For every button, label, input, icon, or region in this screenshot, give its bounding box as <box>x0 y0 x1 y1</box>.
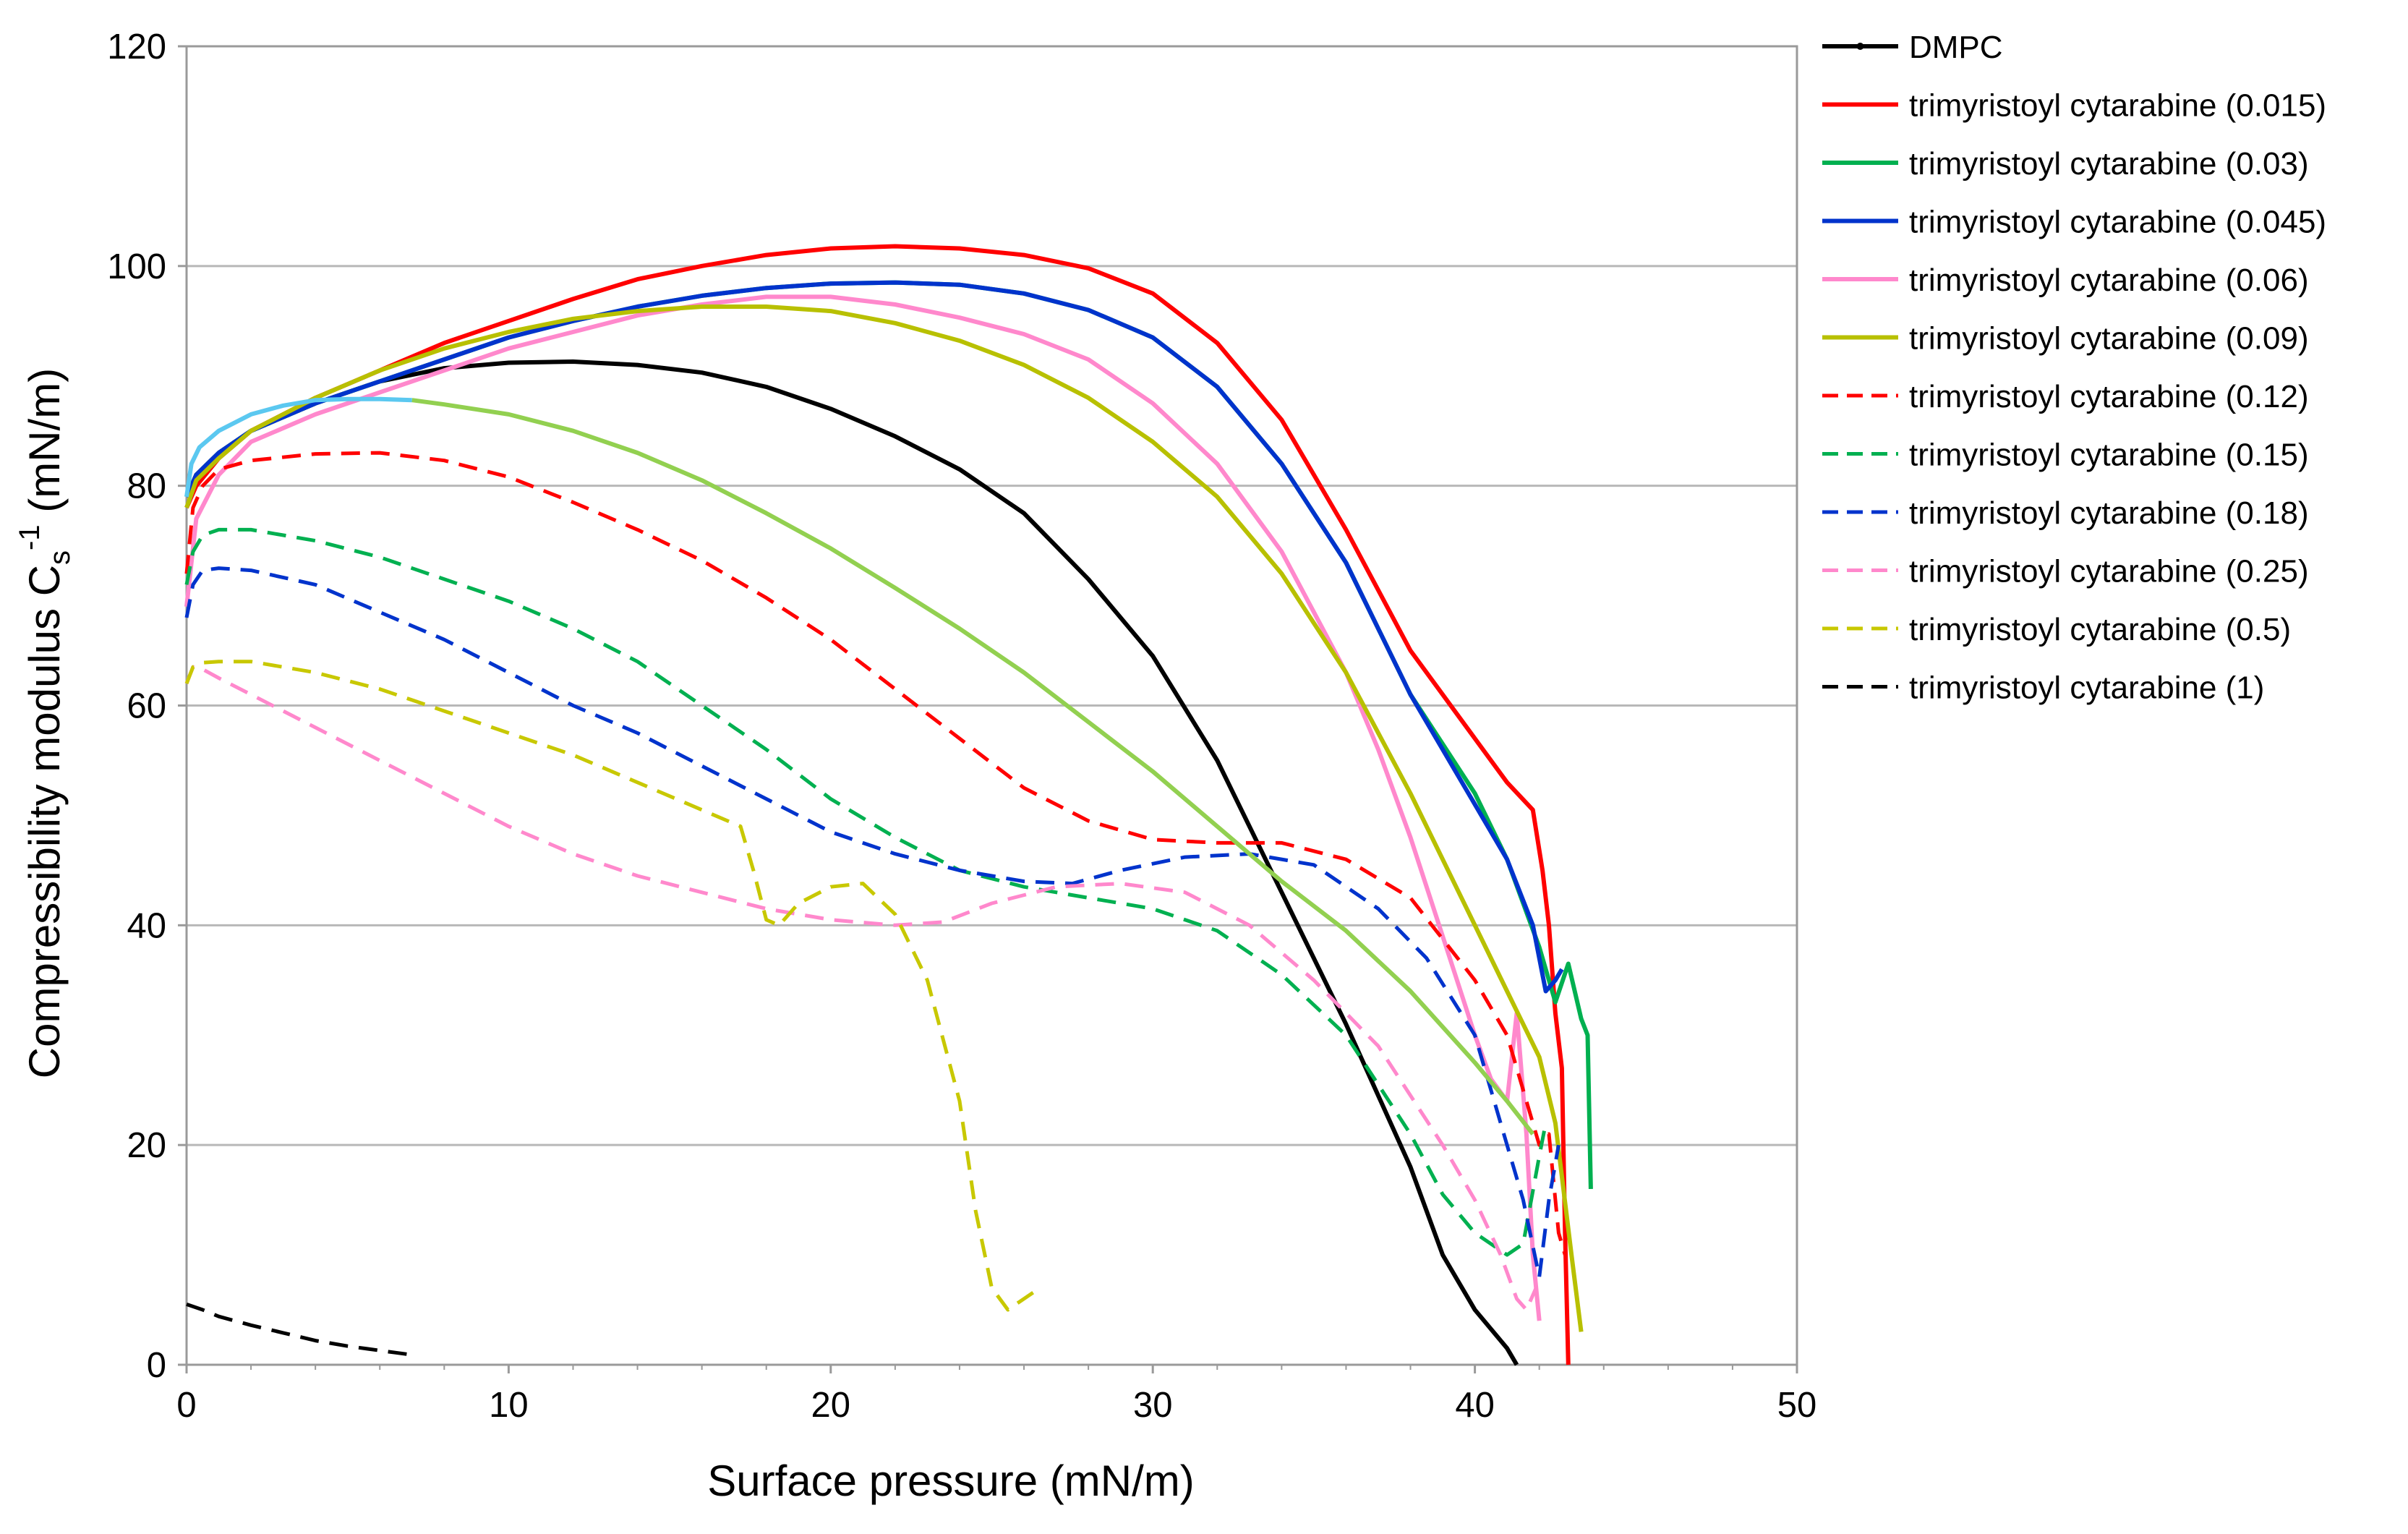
series-line-trimyristoyl-cytarabine-0-18 <box>184 566 1560 1279</box>
legend-label-trimyristoyl-cytarabine-0-12: trimyristoyl cytarabine (0.12) <box>1909 379 2309 414</box>
x-tick-label: 40 <box>1455 1386 1495 1425</box>
y-tick-label: 100 <box>107 247 166 286</box>
legend-label-trimyristoyl-cytarabine-0-06: trimyristoyl cytarabine (0.06) <box>1909 263 2309 298</box>
x-tick-label: 20 <box>811 1386 851 1425</box>
legend-marker-dmpc <box>1856 43 1864 50</box>
y-tick-label: 0 <box>147 1346 166 1385</box>
legend-label-trimyristoyl-cytarabine-0-09: trimyristoyl cytarabine (0.09) <box>1909 321 2309 357</box>
axis-ticks: 0 20 40 60 80 100 120 0 10 20 30 40 50 <box>107 27 1816 1425</box>
legend-label-trimyristoyl-cytarabine-0-25: trimyristoyl cytarabine (0.25) <box>1909 554 2309 589</box>
legend-label-trimyristoyl-cytarabine-0-015: trimyristoyl cytarabine (0.015) <box>1909 88 2326 124</box>
series-line-trimyristoyl-cytarabine-0-12 <box>184 451 1567 1256</box>
legend: DMPC trimyristoyl cytarabine (0.015) trimy… <box>1822 30 2326 706</box>
series-line-trimyristoyl-cytarabine-0-5 <box>184 660 1041 1312</box>
y-tick-label: 20 <box>127 1126 166 1165</box>
y-tick-label: 40 <box>127 906 166 945</box>
legend-label-dmpc: DMPC <box>1909 30 2003 65</box>
x-tick-label: 50 <box>1777 1386 1817 1425</box>
x-tick-label: 10 <box>489 1386 529 1425</box>
legend-label-trimyristoyl-cytarabine-0-5: trimyristoyl cytarabine (0.5) <box>1909 612 2291 647</box>
series-line-trimyristoyl-cytarabine-0-25 <box>184 665 1538 1312</box>
y-axis-title: Compressibility modulus Cs-1 (mN/m) <box>14 368 76 1078</box>
y-tick-label: 120 <box>107 27 166 67</box>
legend-label-trimyristoyl-cytarabine-0-045: trimyristoyl cytarabine (0.045) <box>1909 205 2326 240</box>
series-line-unlabeled-light-blue-curve <box>184 396 412 498</box>
x-tick-label: 30 <box>1133 1386 1173 1425</box>
y-axis-title-main: Compressibility modulus C <box>20 565 69 1078</box>
legend-label-trimyristoyl-cytarabine-0-18: trimyristoyl cytarabine (0.18) <box>1909 495 2309 531</box>
series-lines <box>184 244 1593 1366</box>
legend-label-trimyristoyl-cytarabine-0-03: trimyristoyl cytarabine (0.03) <box>1909 146 2309 182</box>
legend-label-trimyristoyl-cytarabine-1: trimyristoyl cytarabine (1) <box>1909 670 2264 706</box>
series-line-trimyristoyl-cytarabine-0-09 <box>184 304 1584 1332</box>
x-axis-title: Surface pressure (mN/m) <box>707 1457 1194 1505</box>
series-line-trimyristoyl-cytarabine-0-045 <box>184 280 1564 994</box>
legend-label-trimyristoyl-cytarabine-0-15: trimyristoyl cytarabine (0.15) <box>1909 438 2309 473</box>
y-axis-title-unit: (mN/m) <box>20 368 69 525</box>
y-tick-label: 80 <box>127 467 166 506</box>
series-line-unlabeled-light-green-curve <box>411 398 1535 1135</box>
y-tick-label: 60 <box>127 687 166 726</box>
y-axis-title-subscript: s <box>44 550 76 565</box>
y-axis-title-superscript: -1 <box>14 524 46 550</box>
x-tick-label: 0 <box>176 1386 196 1425</box>
